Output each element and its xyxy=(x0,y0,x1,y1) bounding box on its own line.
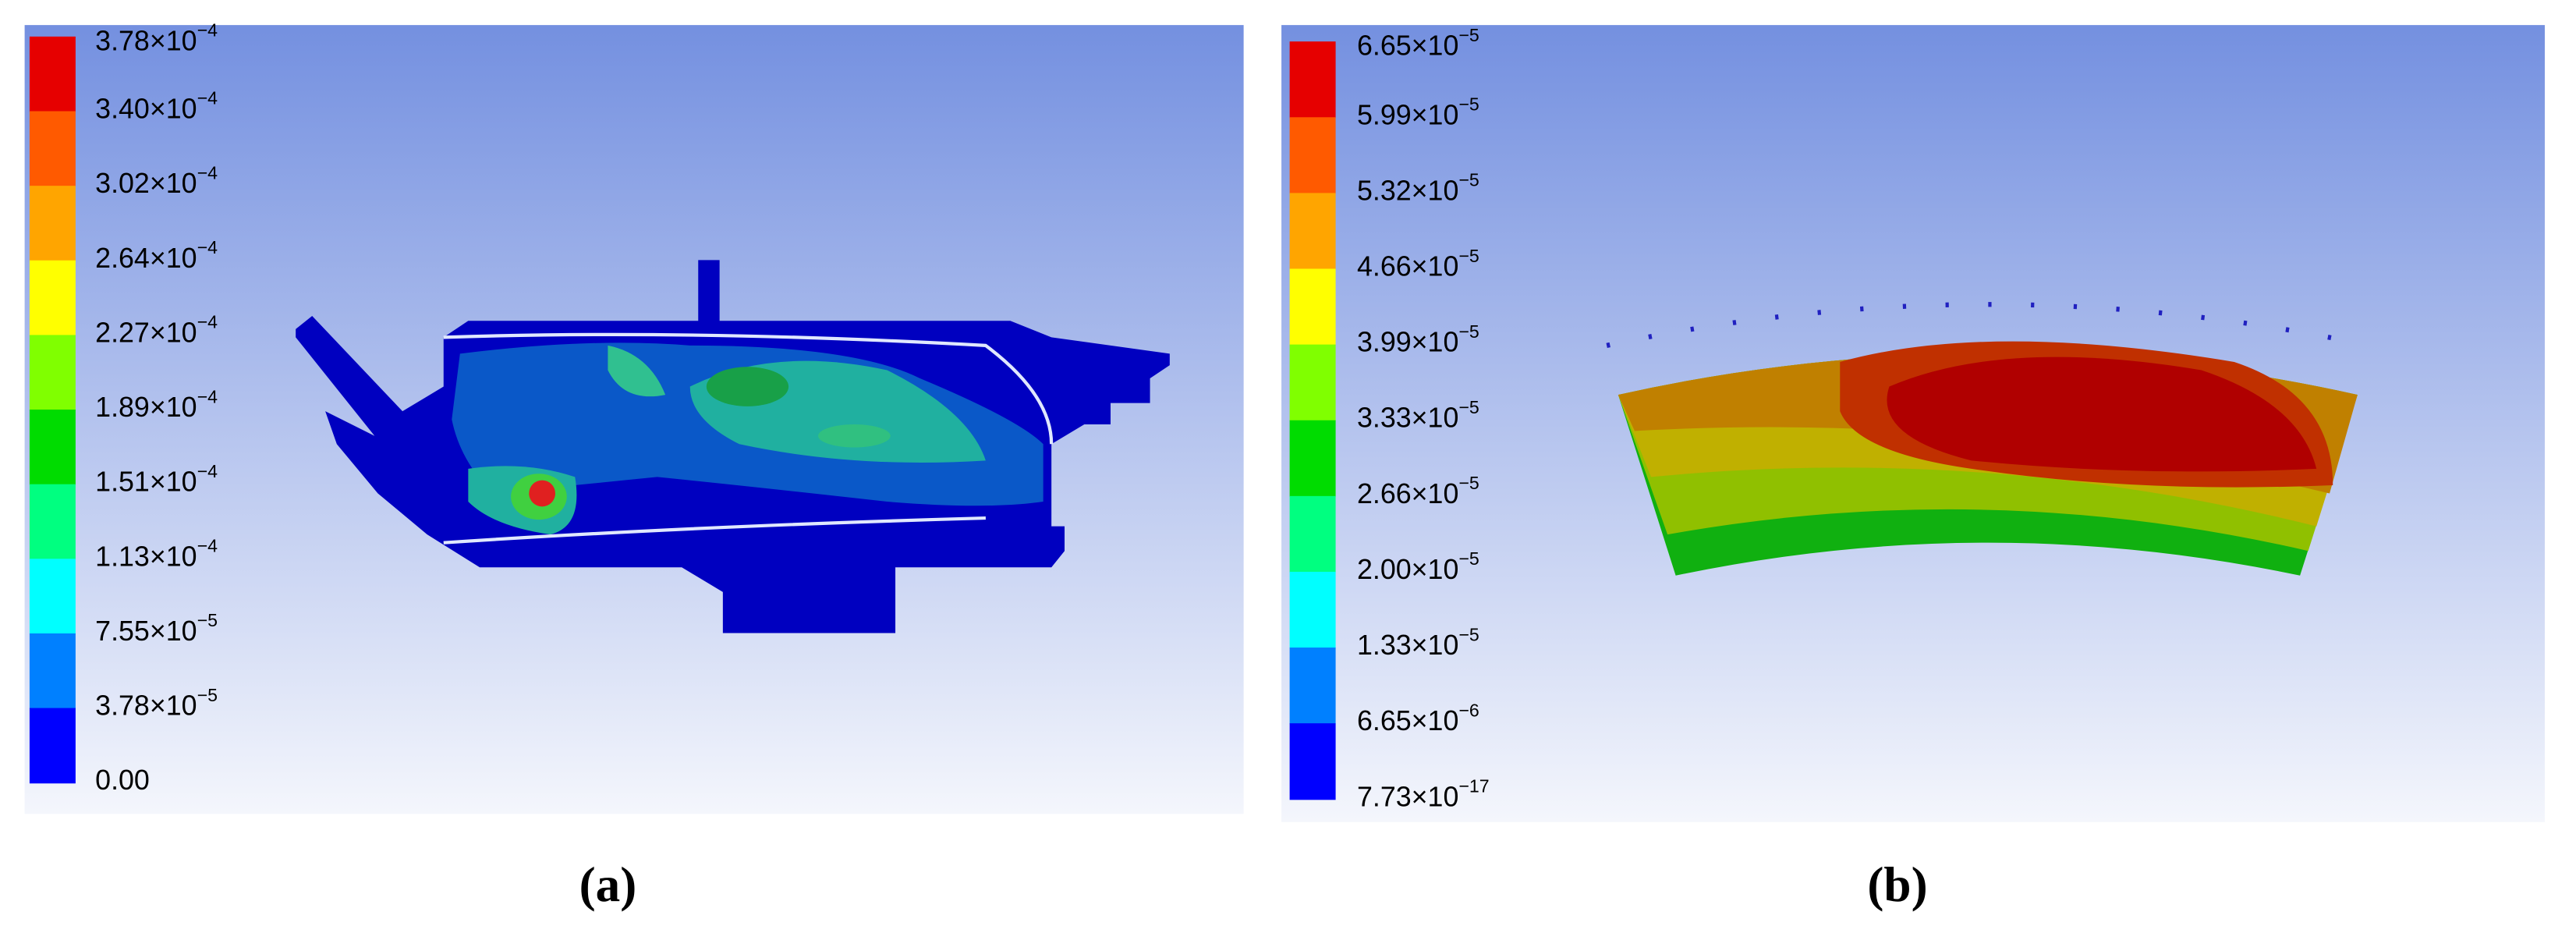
label-mantissa: 2.66×10 xyxy=(1357,478,1458,509)
colorbar-band xyxy=(1289,723,1336,800)
label-mantissa: 3.99×10 xyxy=(1357,327,1458,358)
colorbar-band xyxy=(1289,193,1336,270)
label-exponent: −5 xyxy=(1458,94,1479,115)
colorbar-band xyxy=(29,186,76,261)
label-mantissa: 3.78×10 xyxy=(95,26,197,57)
label-exponent: −4 xyxy=(197,536,218,556)
sector-contour xyxy=(1606,302,2370,576)
label-mantissa: 3.40×10 xyxy=(95,94,197,125)
label-exponent: −4 xyxy=(197,20,218,41)
label-mantissa: 3.33×10 xyxy=(1357,403,1458,434)
colorbar-band xyxy=(1289,647,1336,725)
colorbar-label: 6.65×10−6 xyxy=(1357,701,1479,737)
label-mantissa: 5.32×10 xyxy=(1357,176,1458,207)
label-mantissa: 6.65×10 xyxy=(1357,706,1458,737)
label-exponent: −5 xyxy=(1458,170,1479,190)
colorbar-label: 1.51×10−4 xyxy=(95,461,218,498)
colorbar-band xyxy=(29,708,76,784)
colorbar-label: 1.89×10−4 xyxy=(95,386,218,423)
label-exponent: −4 xyxy=(197,237,218,257)
colorbar-band xyxy=(1289,420,1336,497)
label-mantissa: 7.55×10 xyxy=(95,616,197,647)
label-mantissa: 7.73×10 xyxy=(1357,782,1458,813)
colorbar-label: 3.78×10−5 xyxy=(95,685,218,722)
label-mantissa: 3.78×10 xyxy=(95,690,197,722)
colorbar-label: 3.99×10−5 xyxy=(1357,321,1479,358)
label-mantissa: 1.51×10 xyxy=(95,467,197,498)
label-mantissa: 2.27×10 xyxy=(95,318,197,349)
colorbar-label: 3.78×10−4 xyxy=(95,20,218,57)
label-exponent: −17 xyxy=(1458,776,1489,797)
colorbar-band xyxy=(1289,41,1336,119)
label-mantissa: 1.89×10 xyxy=(95,392,197,423)
colorbar-band xyxy=(29,410,76,485)
colorbar-label: 6.65×10−5 xyxy=(1357,25,1479,62)
colorbar-label: 7.73×10−17 xyxy=(1357,776,1490,813)
colorbar-label: 3.40×10−4 xyxy=(95,88,218,125)
colorbar-band xyxy=(29,559,76,634)
colorbar-label: 2.64×10−4 xyxy=(95,237,218,274)
label-mantissa: 5.99×10 xyxy=(1357,100,1458,131)
label-mantissa: 0.00 xyxy=(95,765,150,797)
panel-label: (a) xyxy=(579,857,637,912)
colorbar-band xyxy=(29,260,76,336)
colorbar-band xyxy=(1289,344,1336,421)
colorbar-label: 2.00×10−5 xyxy=(1357,548,1479,585)
colorbars: 3.78×10−43.40×10−43.02×10−42.64×10−42.27… xyxy=(29,20,1928,912)
label-exponent: −4 xyxy=(197,163,218,183)
colorbar-label: 0.00 xyxy=(95,765,150,797)
colorbar-band xyxy=(29,335,76,411)
label-mantissa: 2.00×10 xyxy=(1357,554,1458,585)
label-exponent: −5 xyxy=(1458,25,1479,45)
colorbar-label: 2.66×10−5 xyxy=(1357,473,1479,509)
panel-label: (b) xyxy=(1867,857,1927,912)
colorbar-band xyxy=(1289,571,1336,649)
label-mantissa: 1.13×10 xyxy=(95,541,197,573)
colorbar-label: 4.66×10−5 xyxy=(1357,246,1479,282)
label-exponent: −4 xyxy=(197,88,218,108)
label-exponent: −6 xyxy=(1458,701,1479,721)
colorbar-label: 5.32×10−5 xyxy=(1357,170,1479,207)
colorbar-band xyxy=(29,484,76,560)
label-mantissa: 2.64×10 xyxy=(95,243,197,274)
label-mantissa: 3.02×10 xyxy=(95,169,197,200)
colorbar-band xyxy=(1289,117,1336,194)
label-exponent: −5 xyxy=(1458,321,1479,342)
colorbar-band xyxy=(1289,495,1336,573)
colorbar-label: 3.02×10−4 xyxy=(95,163,218,200)
colorbar-label: 2.27×10−4 xyxy=(95,312,218,349)
label-exponent: −4 xyxy=(197,312,218,332)
label-mantissa: 4.66×10 xyxy=(1357,251,1458,282)
label-mantissa: 6.65×10 xyxy=(1357,30,1458,62)
label-exponent: −5 xyxy=(197,610,218,630)
label-mantissa: 1.33×10 xyxy=(1357,630,1458,662)
colorbar-band xyxy=(29,633,76,709)
colorbar-label: 5.99×10−5 xyxy=(1357,94,1479,131)
label-exponent: −4 xyxy=(197,461,218,481)
colorbar-label: 1.33×10−5 xyxy=(1357,624,1479,661)
colorbar-band xyxy=(29,111,76,187)
label-exponent: −5 xyxy=(1458,548,1479,569)
label-exponent: −5 xyxy=(1458,473,1479,493)
colorbar-label: 3.33×10−5 xyxy=(1357,397,1479,434)
label-exponent: −4 xyxy=(197,386,218,406)
label-exponent: −5 xyxy=(1458,624,1479,644)
colorbar-label: 7.55×10−5 xyxy=(95,610,218,647)
colorbar-label: 1.13×10−4 xyxy=(95,536,218,573)
label-exponent: −5 xyxy=(1458,397,1479,417)
colorbar-band xyxy=(29,36,76,112)
label-exponent: −5 xyxy=(1458,246,1479,266)
colorbar-band xyxy=(1289,268,1336,346)
combustor-contour xyxy=(296,260,1170,633)
label-exponent: −5 xyxy=(197,685,218,705)
